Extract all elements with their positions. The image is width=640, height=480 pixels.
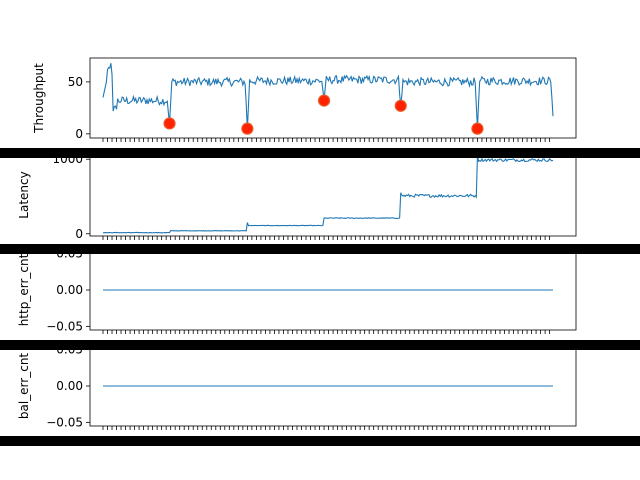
anomaly-marker [241,122,254,135]
y-tick-label: 0.00 [56,379,83,393]
y-tick-label: 50 [68,75,83,89]
overlap-band [0,340,640,350]
http-err-cnt-panel: −0.050.000.05http_err_cnt [17,247,577,334]
overlap-bands [0,148,640,446]
x-ticks [102,426,551,430]
y-axis-label: Throughput [32,63,46,134]
overlap-band [0,244,640,254]
series-line [102,63,554,129]
y-axis-label: http_err_cnt [17,253,31,326]
throughput-panel: 0 50 Throughput [32,57,577,142]
y-tick-label: −0.05 [46,415,83,429]
bal-err-cnt-panel: −0.050.000.05bal_err_cnt [17,343,577,430]
y-tick-label: 0 [75,127,83,141]
x-ticks [102,236,551,240]
anomaly-marker [317,94,331,107]
y-axis-label: Latency [17,171,31,218]
y-tick-label: 0.00 [56,283,83,297]
y-tick-label: 0 [75,227,83,241]
axes-frame [89,153,577,237]
overlap-band [0,436,640,446]
anomaly-marker [394,99,407,112]
y-axis-label: bal_err_cnt [17,353,31,420]
axes-frame [89,57,577,139]
anomaly-marker [163,117,176,130]
anomaly-marker [471,122,484,135]
y-tick-label: −0.05 [46,319,83,333]
x-ticks [102,330,551,334]
x-ticks [102,138,551,142]
series-line [102,155,554,234]
overlap-band [0,148,640,158]
